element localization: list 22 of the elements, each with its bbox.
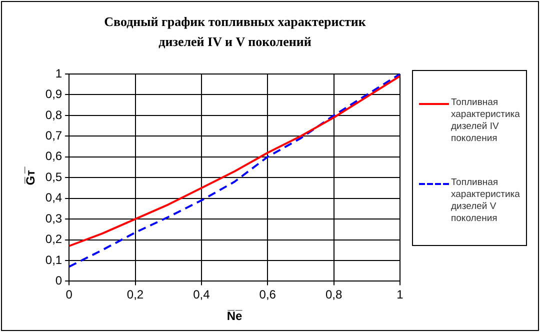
y-tick-label: 0,8 xyxy=(45,108,62,122)
y-axis-title: G̅т̅ xyxy=(24,166,38,186)
x-tick-label: 0,4 xyxy=(193,288,210,302)
x-tick-label: 0 xyxy=(66,288,73,302)
x-axis-title: N̅e̅ xyxy=(226,309,243,324)
y-tick-label: 0,6 xyxy=(45,149,62,164)
y-tick-label: 0,4 xyxy=(45,190,62,205)
y-tick-label: 0,2 xyxy=(45,232,62,246)
legend-label: Топливная характеристика дизелей IV поколения xyxy=(451,97,521,145)
x-tick-label: 0,8 xyxy=(325,288,342,302)
x-tick-label: 0,2 xyxy=(126,288,144,302)
x-tick-label: 0,6 xyxy=(259,288,276,302)
y-tick-label: 0,7 xyxy=(45,128,62,142)
y-tick-label: 0,1 xyxy=(45,252,62,267)
y-tick-label: 0,5 xyxy=(45,170,62,184)
y-tick-label: 0 xyxy=(55,274,62,288)
legend-label: Топливная характеристика дизелей V поколения xyxy=(451,177,521,225)
y-tick-label: 0,3 xyxy=(45,211,62,226)
chart-title: Сводный график топливных характеристик дизелей IV и V поколений xyxy=(103,13,367,51)
y-tick-label: 0,9 xyxy=(45,87,62,102)
y-tick-label: 1 xyxy=(55,66,62,80)
x-tick-label: 1 xyxy=(396,288,404,302)
